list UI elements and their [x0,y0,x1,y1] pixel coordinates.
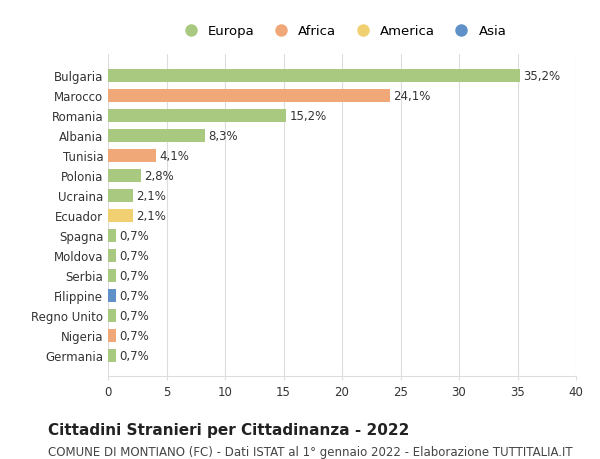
Text: 8,3%: 8,3% [209,129,238,142]
Bar [108,289,116,302]
Bar [108,249,116,262]
Bar [108,169,141,182]
Text: 2,1%: 2,1% [136,189,166,202]
Bar [108,110,286,123]
Bar [108,90,390,102]
Bar [108,349,116,362]
Text: 0,7%: 0,7% [120,349,149,362]
Legend: Europa, Africa, America, Asia: Europa, Africa, America, Asia [172,20,512,44]
Text: 0,7%: 0,7% [120,229,149,242]
Bar [108,309,116,322]
Text: 15,2%: 15,2% [289,110,326,123]
Text: 0,7%: 0,7% [120,269,149,282]
Text: COMUNE DI MONTIANO (FC) - Dati ISTAT al 1° gennaio 2022 - Elaborazione TUTTITALI: COMUNE DI MONTIANO (FC) - Dati ISTAT al … [48,445,572,458]
Bar [108,189,133,202]
Bar [108,70,520,83]
Bar [108,229,116,242]
Text: 35,2%: 35,2% [523,70,560,83]
Bar [108,209,133,222]
Text: 4,1%: 4,1% [160,150,190,162]
Text: 0,7%: 0,7% [120,329,149,342]
Text: 2,1%: 2,1% [136,209,166,222]
Bar [108,129,205,142]
Text: 0,7%: 0,7% [120,289,149,302]
Text: 24,1%: 24,1% [394,90,431,103]
Bar [108,269,116,282]
Text: Cittadini Stranieri per Cittadinanza - 2022: Cittadini Stranieri per Cittadinanza - 2… [48,422,409,437]
Text: 2,8%: 2,8% [144,169,174,182]
Text: 0,7%: 0,7% [120,309,149,322]
Bar [108,329,116,342]
Text: 0,7%: 0,7% [120,249,149,262]
Bar [108,150,156,162]
